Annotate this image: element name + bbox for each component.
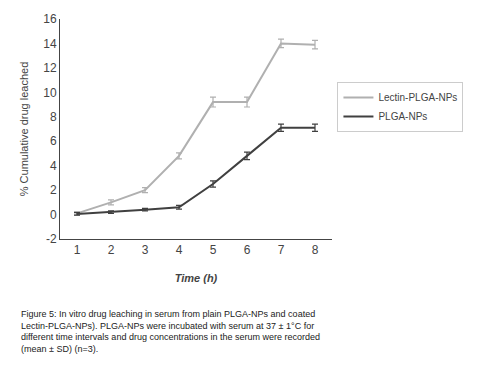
svg-text:1: 1 [74,243,81,257]
svg-text:5: 5 [210,243,217,257]
svg-text:Lectin-PLGA-NPs: Lectin-PLGA-NPs [378,92,457,103]
svg-text:Time (h): Time (h) [175,272,218,284]
svg-text:4: 4 [176,243,183,257]
svg-text:% Cumulative drug leached: % Cumulative drug leached [18,62,30,197]
svg-text:16: 16 [43,12,57,26]
svg-text:8: 8 [50,110,57,124]
svg-text:6: 6 [244,243,251,257]
svg-text:4: 4 [50,159,57,173]
svg-text:PLGA-NPs: PLGA-NPs [378,111,427,122]
svg-text:-2: -2 [46,232,57,246]
svg-text:0: 0 [50,208,57,222]
svg-text:12: 12 [43,61,57,75]
svg-text:Figure 5: In vitro drug leachi: Figure 5: In vitro drug leaching in seru… [21,309,320,354]
svg-text:2: 2 [50,183,57,197]
svg-text:2: 2 [108,243,115,257]
svg-text:14: 14 [43,37,57,51]
svg-text:10: 10 [43,86,57,100]
svg-text:3: 3 [142,243,149,257]
svg-text:6: 6 [50,134,57,148]
svg-text:8: 8 [312,243,319,257]
svg-text:7: 7 [278,243,285,257]
